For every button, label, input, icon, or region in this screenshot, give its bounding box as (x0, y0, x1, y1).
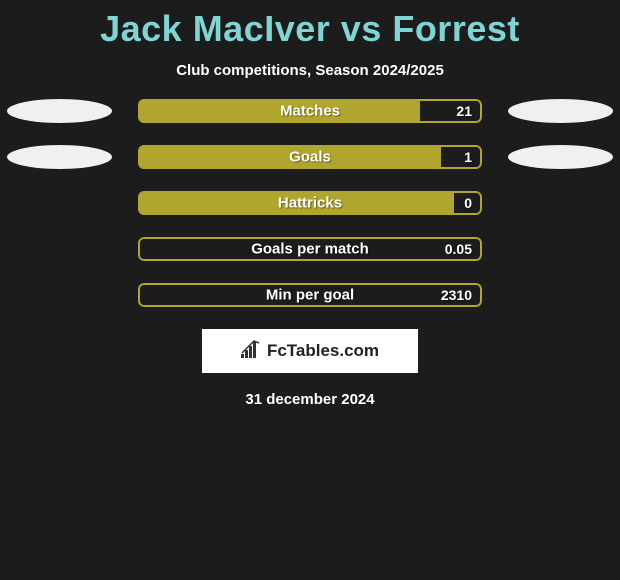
logo-text: FcTables.com (241, 340, 379, 363)
stat-label: Min per goal (138, 287, 482, 304)
stat-value-right: 2310 (441, 287, 472, 303)
page-subtitle: Club competitions, Season 2024/2025 (0, 62, 620, 79)
logo-label: FcTables.com (267, 341, 379, 361)
stat-row: Min per goal2310 (0, 283, 620, 307)
player-right-marker (508, 99, 613, 123)
stat-value-right: 21 (456, 103, 472, 119)
stat-label: Goals per match (138, 241, 482, 258)
stat-value-right: 0.05 (445, 241, 472, 257)
stat-value-right: 0 (464, 195, 472, 211)
stat-label: Hattricks (138, 195, 482, 212)
stat-value-right: 1 (464, 149, 472, 165)
player-right-marker (508, 145, 613, 169)
stats-container: Matches21 Goals1 Hattricks0 Goals per match… (0, 99, 620, 307)
date-text: 31 december 2024 (0, 391, 620, 408)
stat-bar: Goals per match0.05 (138, 237, 482, 261)
stat-bar: Min per goal2310 (138, 283, 482, 307)
stat-bar: Hattricks0 (138, 191, 482, 215)
player-left-marker (7, 99, 112, 123)
stat-row: Hattricks0 (0, 191, 620, 215)
player-left-marker (7, 145, 112, 169)
stat-label: Matches (138, 103, 482, 120)
stat-row: Goals per match0.05 (0, 237, 620, 261)
chart-icon (241, 340, 263, 363)
logo-box: FcTables.com (202, 329, 418, 373)
stat-bar: Matches21 (138, 99, 482, 123)
stat-row: Goals1 (0, 145, 620, 169)
stat-label: Goals (138, 149, 482, 166)
page-title: Jack MacIver vs Forrest (0, 0, 620, 50)
stat-row: Matches21 (0, 99, 620, 123)
stat-bar: Goals1 (138, 145, 482, 169)
